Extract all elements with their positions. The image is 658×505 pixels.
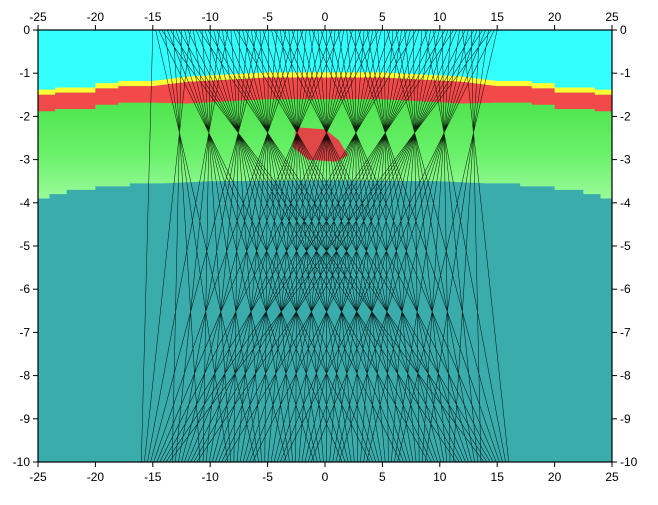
y-tick-label-left: -10 [13, 455, 31, 469]
x-tick-label-top: 0 [322, 10, 329, 24]
y-tick-label-right: -6 [620, 282, 631, 296]
y-tick-label-left: -2 [19, 109, 30, 123]
x-tick-label-bottom: 20 [548, 470, 562, 484]
x-tick-label-top: 5 [379, 10, 386, 24]
x-tick-label-top: 15 [491, 10, 505, 24]
y-tick-label-right: -7 [620, 325, 631, 339]
y-tick-label-left: 0 [23, 23, 30, 37]
x-tick-label-bottom: 0 [322, 470, 329, 484]
y-tick-label-right: -4 [620, 196, 631, 210]
y-tick-label-right: -5 [620, 239, 631, 253]
x-tick-label-bottom: 25 [605, 470, 619, 484]
x-tick-label-bottom: 10 [433, 470, 447, 484]
y-tick-label-left: -4 [19, 196, 30, 210]
tick-marks [33, 25, 617, 467]
ray-paths [141, 30, 509, 462]
y-tick-label-right: -1 [620, 66, 631, 80]
x-tick-label-bottom: -20 [87, 470, 105, 484]
y-tick-label-right: -3 [620, 153, 631, 167]
y-tick-label-left: -6 [19, 282, 30, 296]
x-tick-label-bottom: -25 [29, 470, 47, 484]
x-tick-label-top: -20 [87, 10, 105, 24]
y-tick-label-left: -9 [19, 412, 30, 426]
tick-labels: -25-25-20-20-15-15-10-10-5-5005510101515… [13, 10, 638, 484]
ray-fan [141, 30, 509, 462]
x-tick-label-top: 10 [433, 10, 447, 24]
x-tick-label-top: -5 [262, 10, 273, 24]
x-tick-label-top: 25 [605, 10, 619, 24]
y-tick-label-right: -10 [620, 455, 638, 469]
y-tick-label-left: -7 [19, 325, 30, 339]
x-tick-label-bottom: -15 [144, 470, 162, 484]
x-tick-label-bottom: 5 [379, 470, 386, 484]
y-tick-label-left: -3 [19, 153, 30, 167]
y-tick-label-left: -5 [19, 239, 30, 253]
y-tick-label-right: -9 [620, 412, 631, 426]
y-tick-label-left: -1 [19, 66, 30, 80]
x-tick-label-bottom: -10 [202, 470, 220, 484]
x-tick-label-top: -10 [202, 10, 220, 24]
x-tick-label-bottom: -5 [262, 470, 273, 484]
y-tick-label-right: 0 [620, 23, 627, 37]
y-tick-label-left: -8 [19, 369, 30, 383]
yellow-band [38, 72, 612, 95]
x-tick-label-top: 20 [548, 10, 562, 24]
x-tick-label-top: -25 [29, 10, 47, 24]
x-tick-label-bottom: 15 [491, 470, 505, 484]
y-tick-label-right: -8 [620, 369, 631, 383]
y-tick-label-right: -2 [620, 109, 631, 123]
x-tick-label-top: -15 [144, 10, 162, 24]
